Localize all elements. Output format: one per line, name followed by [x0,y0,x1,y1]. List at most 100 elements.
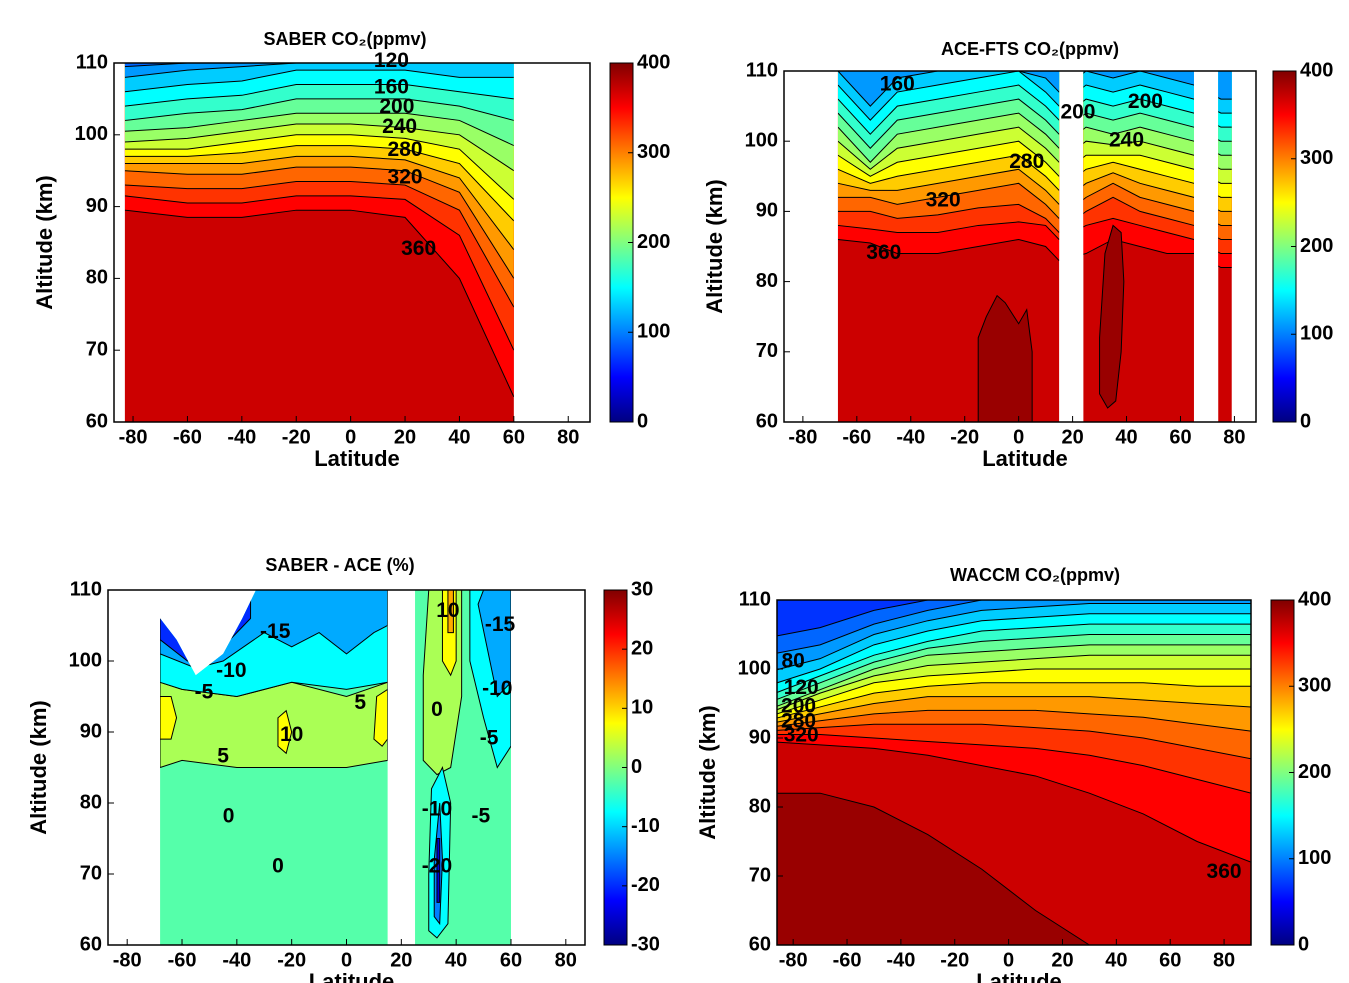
contour-region [160,696,178,740]
contour-line [777,696,1251,725]
contour-label: -5 [480,727,499,750]
x-tick-label: 20 [394,426,416,448]
contour-label: 360 [401,237,436,260]
contour-field [777,600,1251,945]
contour-label: 10 [436,599,459,622]
contour-line [777,668,1251,718]
contour-line [777,602,1251,673]
x-tick-label: -20 [940,949,969,971]
y-tick-label: 80 [80,791,102,813]
colorbar-tick-label: 0 [1298,933,1309,955]
y-tick-label: 80 [756,270,778,292]
contour-line [837,196,1232,240]
contour-line [124,63,514,78]
panel: -80 -60 -40 -20 0 20 40 60 80 60 70 80 90 100 110 Latit… [695,565,1332,983]
contour-line [124,195,514,351]
contour-label: 120 [374,49,409,72]
contour-label: 5 [217,744,229,767]
contour-label: 360 [1207,860,1242,883]
contour-line [777,634,1251,704]
contour-line [777,709,1251,732]
contour-line [777,613,1251,687]
contour-label: -5 [471,805,490,828]
contour-line [124,155,514,250]
colorbar-tick-label: 10 [631,697,653,719]
x-axis-label: Latitude [314,446,400,471]
contour-label: -10 [482,677,512,700]
contour-region [477,590,511,698]
x-tick-label: 40 [1105,949,1127,971]
x-tick-label: 60 [503,426,525,448]
contour-label: 0 [272,854,284,877]
y-tick-label: 60 [86,410,108,432]
x-tick-label: 80 [555,949,577,971]
contour-line [837,71,1232,121]
contour-label: 5 [354,691,366,714]
y-tick-label: 70 [80,862,102,884]
panel: -80 -60 -40 -20 0 20 40 60 80 60 70 80 90 100 110 Latit… [32,29,671,471]
y-tick-label: 60 [749,933,771,955]
x-tick-label: 40 [1115,426,1137,448]
contour-band [777,600,1251,656]
contour-region [1099,224,1125,409]
colorbar-tick-label: 0 [631,756,642,778]
x-tick-label: 0 [1003,949,1014,971]
contour-line [124,180,514,308]
contour-line [837,217,1232,255]
x-tick-label: -20 [277,949,306,971]
x-axis-label: Latitude [982,446,1068,471]
x-tick-label: -40 [896,426,925,448]
y-tick-label: 110 [739,588,771,610]
contour-label: 160 [374,76,409,99]
y-tick-label: 110 [76,51,108,73]
x-tick-label: -60 [842,426,871,448]
chart-title: SABER - ACE (%) [265,555,414,575]
y-tick-label: 100 [745,129,778,151]
contour-line [837,154,1232,198]
contour-label: 240 [382,115,417,138]
contour-line [124,69,514,93]
colorbar-tick-label: 0 [1300,410,1311,432]
contour-label: 280 [1009,150,1044,173]
contour-line [837,168,1232,212]
axes-frame [776,599,1252,946]
chart-title: SABER CO₂(ppmv) [263,29,426,49]
y-tick-label: 100 [75,123,108,145]
contour-line [777,734,1251,794]
contour-line [124,209,514,398]
x-tick-label: -40 [222,949,251,971]
y-axis-label: Altitude (km) [32,175,57,309]
y-tick-label: 110 [746,59,778,81]
contour-label: 200 [781,694,816,717]
contour-line [777,600,1251,656]
x-tick-label: -80 [779,949,808,971]
contour-line [777,654,1251,715]
x-tick-label: 0 [345,426,356,448]
chart-title: ACE-FTS CO₂(ppmv) [941,39,1119,59]
y-tick-label: 70 [86,338,108,360]
contour-label: -10 [422,798,452,821]
x-tick-label: 60 [1169,426,1191,448]
x-tick-label: -60 [168,949,197,971]
y-axis-label: Altitude (km) [702,179,727,313]
colorbar-tick-label: 400 [1298,588,1331,610]
x-tick-label: -60 [833,949,862,971]
y-tick-label: 90 [86,195,108,217]
contour-line [837,112,1232,163]
contour-line [777,644,1251,711]
x-tick-label: 40 [448,426,470,448]
axes-frame [113,62,591,423]
chart-title: WACCM CO₂(ppmv) [950,565,1120,585]
contour-label: 10 [280,723,303,746]
contour-line [124,98,514,121]
contour-label: 320 [926,188,961,211]
contour-line [124,123,514,172]
y-tick-label: 100 [738,657,771,679]
contour-label: -15 [260,620,291,643]
y-tick-label: 70 [749,864,771,886]
contour-label: 320 [388,165,423,188]
colorbar-tick-label: 300 [637,141,670,163]
colorbar-tick-label: -30 [631,933,660,955]
contour-label: 200 [379,95,414,118]
